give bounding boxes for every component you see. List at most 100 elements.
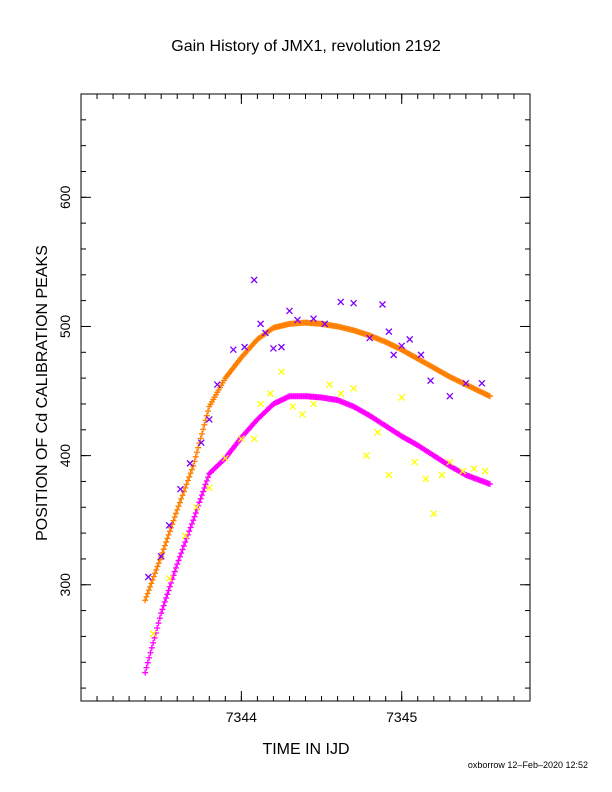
data-points bbox=[142, 276, 493, 676]
data-point bbox=[148, 644, 155, 651]
data-point bbox=[188, 466, 195, 473]
data-point bbox=[157, 552, 165, 560]
data-point bbox=[172, 510, 179, 517]
data-point bbox=[147, 583, 154, 590]
data-point bbox=[150, 639, 157, 646]
data-point bbox=[179, 492, 186, 499]
data-point bbox=[176, 485, 184, 493]
data-point bbox=[184, 477, 191, 484]
data-point bbox=[366, 334, 374, 342]
data-point bbox=[149, 630, 157, 638]
data-point bbox=[481, 467, 489, 475]
data-point bbox=[197, 435, 204, 442]
data-point bbox=[144, 659, 151, 666]
data-point bbox=[257, 320, 265, 328]
data-point bbox=[152, 570, 159, 577]
data-point bbox=[241, 343, 249, 351]
data-point bbox=[150, 573, 157, 580]
series-0 bbox=[142, 319, 493, 604]
data-point bbox=[166, 583, 173, 590]
data-point bbox=[446, 392, 454, 400]
y-tick-label: 500 bbox=[57, 315, 73, 339]
series-3 bbox=[149, 368, 489, 638]
y-tick-label: 300 bbox=[57, 573, 73, 597]
data-point bbox=[178, 550, 185, 557]
y-axis-label: POSITION OF Cd CALIBRATION PEAKS bbox=[34, 245, 51, 541]
data-point bbox=[289, 403, 297, 410]
data-point bbox=[148, 580, 155, 587]
data-point bbox=[182, 539, 189, 546]
data-point bbox=[385, 328, 393, 336]
data-point bbox=[193, 449, 200, 456]
series-2 bbox=[144, 276, 486, 581]
data-point bbox=[186, 459, 194, 467]
data-point bbox=[294, 316, 301, 324]
data-point bbox=[165, 521, 173, 529]
data-point bbox=[154, 625, 161, 632]
data-point bbox=[155, 620, 162, 627]
credit-text: oxborrow 12–Feb–2020 12:52 bbox=[468, 760, 588, 770]
data-point bbox=[266, 390, 274, 398]
data-point bbox=[187, 524, 194, 531]
axis-ticks bbox=[81, 94, 530, 701]
data-point bbox=[201, 485, 208, 492]
data-point bbox=[187, 470, 194, 477]
data-point bbox=[198, 492, 205, 499]
data-point bbox=[142, 597, 149, 604]
data-point bbox=[462, 379, 470, 387]
data-point bbox=[147, 649, 154, 656]
data-point bbox=[205, 408, 212, 415]
data-point bbox=[385, 471, 393, 479]
data-point bbox=[486, 481, 493, 488]
data-point bbox=[277, 368, 285, 376]
data-point bbox=[337, 298, 345, 306]
data-point bbox=[186, 473, 193, 480]
data-point bbox=[159, 606, 166, 613]
data-point bbox=[192, 510, 199, 517]
data-point bbox=[197, 439, 205, 447]
data-point bbox=[286, 307, 293, 315]
data-point bbox=[145, 587, 152, 594]
y-tick-label: 600 bbox=[57, 185, 73, 209]
y-tick-label: 400 bbox=[57, 444, 73, 468]
data-point bbox=[390, 351, 398, 359]
data-point bbox=[155, 560, 162, 567]
data-point bbox=[143, 664, 150, 671]
data-point bbox=[178, 495, 185, 502]
data-point bbox=[175, 503, 182, 510]
data-point bbox=[277, 343, 285, 351]
data-point bbox=[192, 453, 199, 460]
data-point bbox=[201, 421, 208, 428]
data-point bbox=[321, 320, 329, 328]
data-point bbox=[186, 528, 193, 535]
data-point bbox=[486, 393, 493, 400]
data-point bbox=[310, 315, 317, 323]
data-point bbox=[478, 379, 486, 387]
data-point bbox=[170, 517, 177, 524]
data-point bbox=[160, 546, 167, 553]
data-point bbox=[172, 564, 179, 571]
data-point bbox=[143, 593, 150, 600]
data-point bbox=[174, 506, 181, 513]
data-point bbox=[379, 301, 386, 308]
x-axis-label: TIME IN IJD bbox=[262, 741, 349, 758]
data-point bbox=[174, 561, 181, 568]
data-point bbox=[398, 342, 406, 350]
data-point bbox=[180, 488, 187, 495]
data-point bbox=[176, 499, 183, 506]
data-point bbox=[166, 528, 173, 535]
data-point bbox=[202, 481, 209, 488]
data-point bbox=[158, 610, 165, 617]
data-point bbox=[165, 587, 172, 594]
data-point bbox=[205, 484, 213, 492]
data-point bbox=[374, 428, 382, 436]
data-point bbox=[144, 590, 151, 597]
data-point bbox=[191, 513, 198, 520]
data-point bbox=[164, 535, 171, 542]
data-point bbox=[182, 484, 189, 491]
data-point bbox=[200, 488, 207, 495]
data-point bbox=[237, 435, 245, 443]
data-point bbox=[161, 542, 168, 549]
data-point bbox=[438, 471, 446, 479]
data-point bbox=[430, 510, 438, 518]
